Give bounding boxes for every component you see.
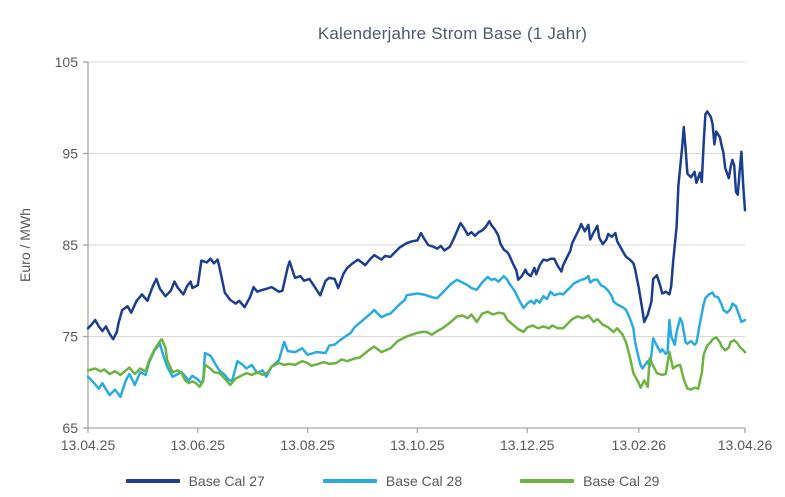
x-tick-label: 13.08.25 — [280, 437, 335, 453]
x-tick-label: 13.04.26 — [718, 437, 773, 453]
legend-line-swatch — [520, 479, 575, 483]
y-tick-label: 75 — [62, 329, 78, 345]
chart-title: Kalenderjahre Strom Base (1 Jahr) — [317, 24, 588, 43]
legend-item-base-cal-28: Base Cal 28 — [322, 473, 463, 489]
chart-legend: Base Cal 27 Base Cal 28 Base Cal 29 — [0, 473, 785, 489]
y-tick-label: 95 — [62, 146, 78, 162]
legend-line-swatch — [125, 479, 180, 483]
y-tick-label: 85 — [62, 237, 78, 253]
x-tick-label: 13.06.25 — [171, 437, 226, 453]
x-tick-label: 13.12.25 — [500, 437, 555, 453]
legend-line-swatch — [322, 479, 377, 483]
x-tick-label: 13.02.26 — [612, 437, 667, 453]
y-tick-label: 65 — [62, 420, 78, 436]
series-line-base-cal-27 — [86, 110, 747, 341]
series-line-base-cal-29 — [86, 310, 747, 391]
legend-label: Base Cal 28 — [385, 473, 463, 489]
x-tick-label: 13.04.25 — [61, 437, 116, 453]
x-tick-label: 13.10.25 — [390, 437, 445, 453]
legend-item-base-cal-29: Base Cal 29 — [520, 473, 659, 489]
y-tick-label: 105 — [55, 54, 79, 70]
legend-label: Base Cal 27 — [188, 473, 265, 489]
series-line-base-cal-28 — [86, 274, 747, 399]
legend-label: Base Cal 29 — [583, 473, 660, 489]
legend-item-base-cal-27: Base Cal 27 — [125, 473, 265, 489]
